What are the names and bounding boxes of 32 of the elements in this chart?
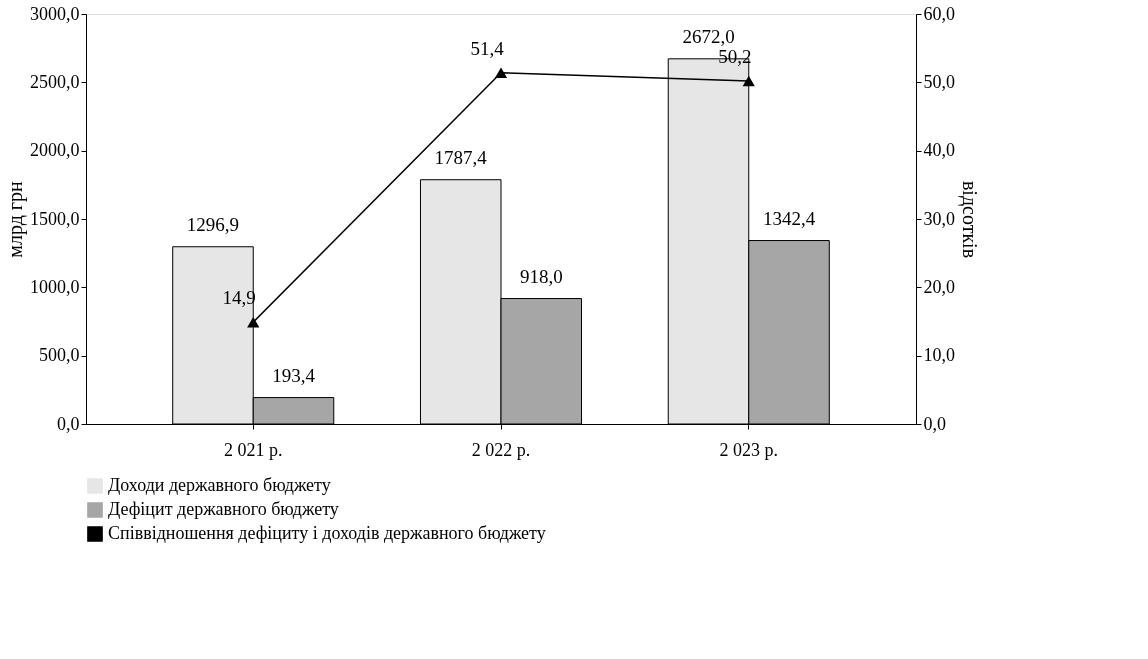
y2-tick-label: 30,0 (923, 208, 955, 229)
legend-label: Співвідношення дефіциту і доходів державного бюджету (108, 523, 546, 543)
y-axis-title: млрд грн (4, 180, 27, 258)
data-label: 193,4 (272, 364, 316, 386)
x-tick-label: 2 022 р. (471, 439, 531, 460)
y2-tick-label: 60,0 (923, 3, 955, 24)
x-tick-label: 2 021 р. (223, 439, 283, 460)
legend-label: Доходи державного бюджету (108, 475, 331, 495)
y-tick-label: 1500,0 (30, 208, 80, 229)
data-label: 1787,4 (434, 146, 488, 168)
data-label: 2672,0 (682, 25, 735, 47)
y-tick-label: 1000,0 (30, 276, 80, 297)
y2-tick-label: 50,0 (923, 71, 955, 92)
y-tick-label: 0,0 (57, 413, 80, 434)
y2-tick-label: 10,0 (923, 345, 955, 366)
point (742, 75, 755, 87)
y2-axis-title: відсотків (958, 180, 981, 259)
y2-tick-label: 0,0 (923, 413, 946, 434)
x-tick-label: 2 023 р. (719, 439, 779, 460)
data-label: 51,4 (470, 37, 505, 59)
y-tick-label: 2500,0 (30, 71, 80, 92)
data-label: 1342,4 (762, 207, 816, 229)
data-label: 918,0 (519, 265, 563, 287)
point (494, 67, 508, 79)
data-label: 1296,9 (186, 213, 240, 235)
y-tick-label: 2000,0 (30, 140, 80, 161)
y2-tick-label: 40,0 (923, 140, 955, 161)
legend-label: Дефіцит державного бюджету (108, 499, 339, 519)
y2-tick-label: 20,0 (923, 276, 955, 297)
y-tick-label: 3000,0 (30, 3, 80, 24)
y-tick-label: 500,0 (39, 345, 80, 366)
point (247, 316, 260, 328)
